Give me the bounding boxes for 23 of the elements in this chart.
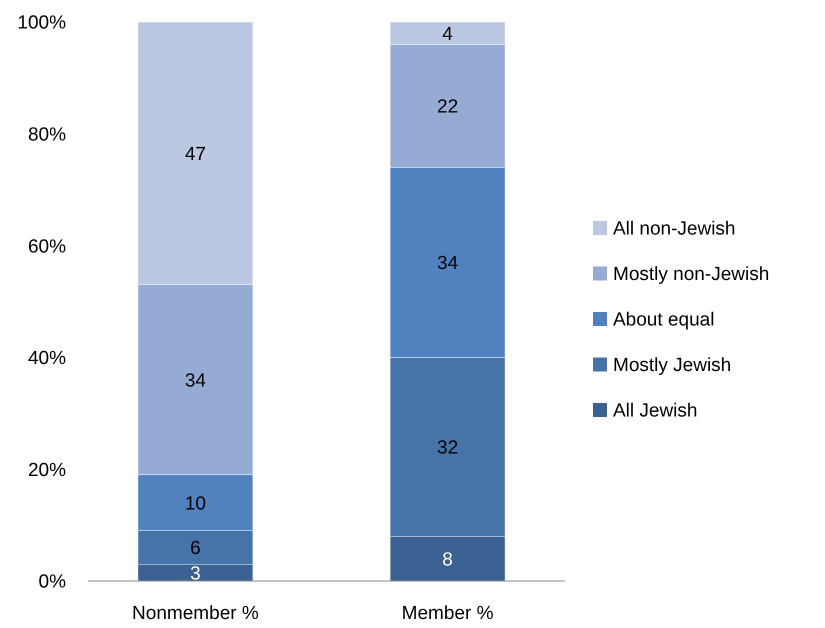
y-tick-label: 100%	[17, 12, 66, 34]
data-label: 8	[442, 549, 453, 570]
data-label: 22	[437, 96, 458, 118]
data-label: 3	[190, 563, 201, 584]
data-label: 32	[437, 437, 458, 458]
legend-label: Mostly non-Jewish	[613, 264, 770, 286]
x-tick-label: Member %	[402, 603, 494, 624]
data-label: 10	[184, 493, 206, 514]
y-tick-label: 20%	[28, 460, 66, 481]
y-tick-label: 40%	[28, 348, 66, 370]
legend-label: Mostly Jewish	[613, 355, 732, 376]
y-tick-label: 0%	[38, 572, 66, 593]
data-label: 47	[184, 144, 206, 166]
legend-label: All non-Jewish	[613, 218, 736, 240]
legend-label: About equal	[613, 310, 714, 331]
y-tick-label: 60%	[28, 236, 66, 258]
data-label: 4	[442, 24, 454, 45]
x-tick-label: Nonmember %	[132, 603, 259, 624]
data-label: 6	[190, 538, 201, 560]
data-label: 34	[437, 253, 459, 274]
legend-label: All Jewish	[613, 400, 698, 422]
data-label: 34	[184, 370, 206, 392]
y-tick-label: 80%	[28, 124, 66, 146]
